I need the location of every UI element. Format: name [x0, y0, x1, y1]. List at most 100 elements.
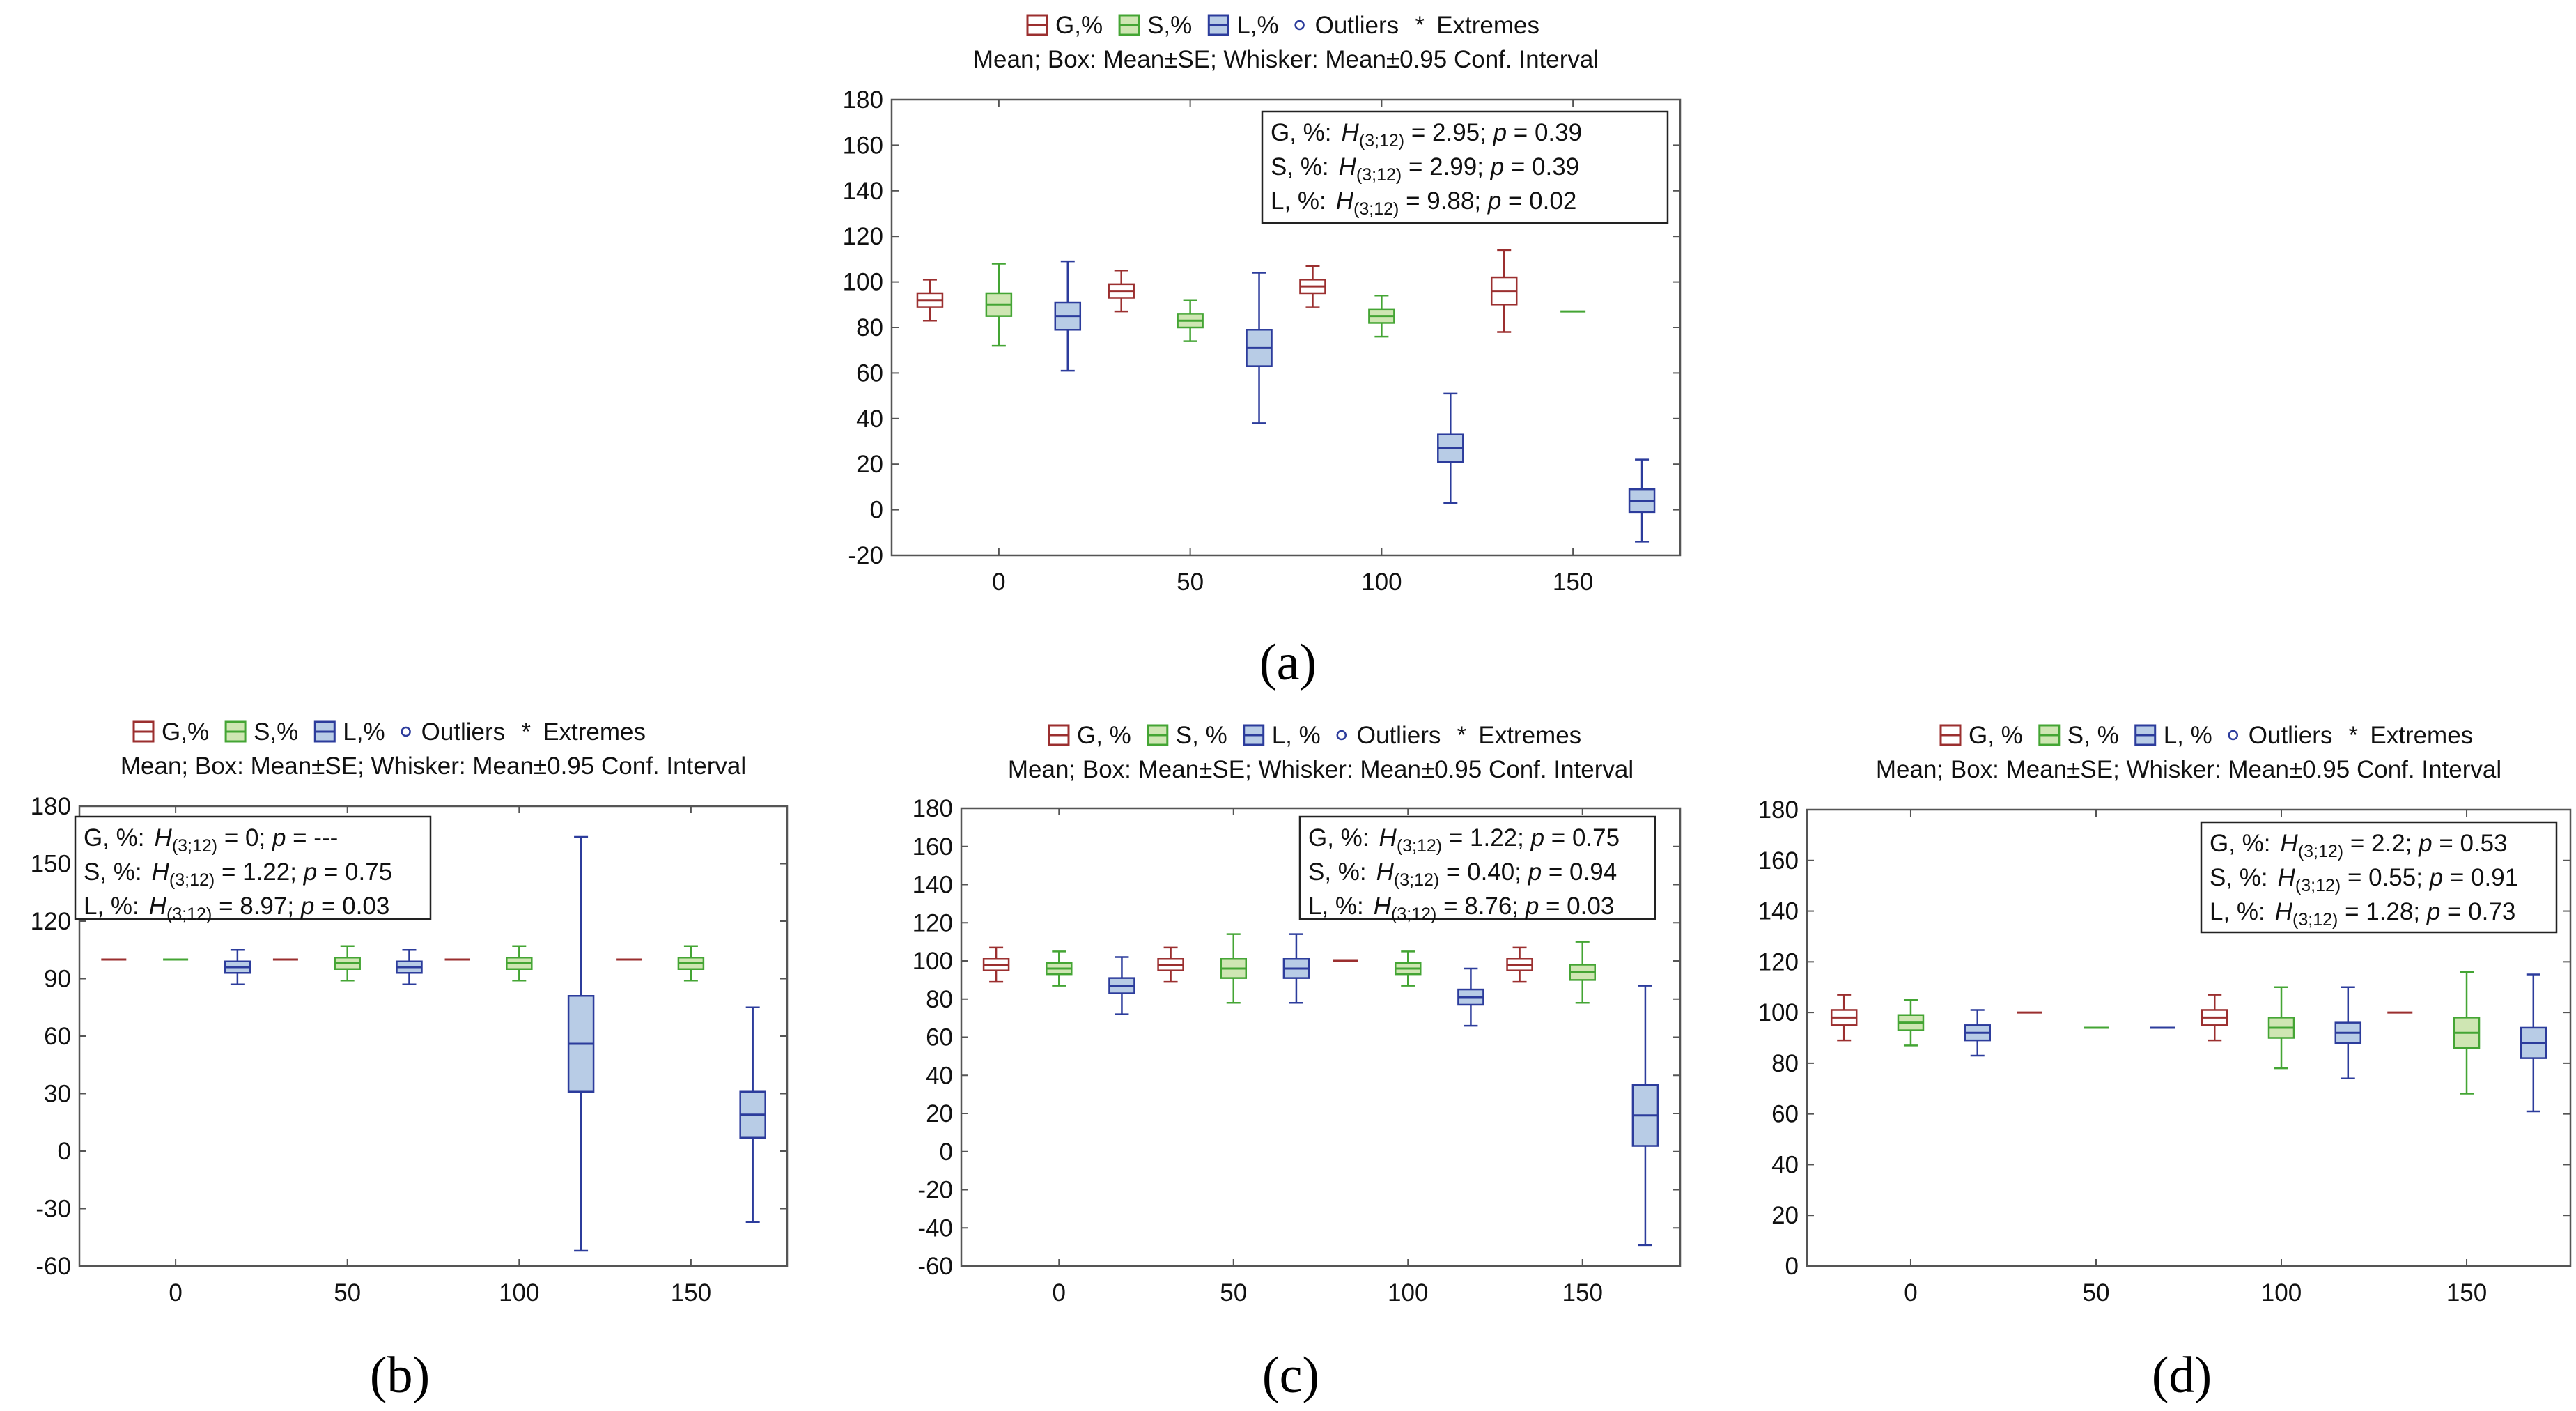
stats-line-2: L, %: H(3;12) = 9.88; p = 0.02 — [1271, 187, 1576, 219]
stats-pval: = 0.91 — [2443, 864, 2518, 891]
stats-hval: = 1.22; — [215, 858, 303, 886]
stats-p: p — [2418, 830, 2432, 857]
x-tick-label: 150 — [2446, 1279, 2487, 1306]
y-tick-label: -60 — [917, 1253, 953, 1280]
stats-box — [1261, 110, 1669, 224]
y-tick-label: 160 — [913, 833, 953, 861]
y-tick-label: 40 — [856, 406, 883, 433]
stats-h: H — [1379, 824, 1397, 851]
stats-var: L, %: — [1271, 187, 1326, 215]
stats-sub: (3;12) — [1359, 131, 1404, 151]
legend-extreme-marker: * — [1457, 722, 1467, 749]
y-tick-label: 180 — [31, 793, 71, 820]
y-tick-label: -20 — [848, 542, 883, 569]
stats-pval: = 0.39 — [1504, 153, 1579, 180]
stats-sub: (3;12) — [2292, 910, 2338, 930]
stats-line-0: G, %: H(3;12) = 0; p = --- — [84, 824, 338, 856]
y-tick-label: 120 — [1758, 948, 1799, 976]
y-tick-label: 20 — [926, 1100, 953, 1127]
legend-label-g: G,% — [1055, 12, 1103, 39]
legend-label-outliers: Outliers — [1315, 12, 1399, 39]
figure-label-d: (d) — [2152, 1347, 2212, 1404]
legend-extreme-marker: * — [1415, 12, 1425, 39]
y-tick-label: 180 — [913, 795, 953, 822]
stats-pval: = 0.03 — [314, 893, 389, 920]
chart-subtitle: Mean; Box: Mean±SE; Whisker: Mean±0.95 C… — [973, 46, 1599, 73]
x-tick-label: 150 — [671, 1279, 711, 1306]
x-tick-label: 150 — [1553, 569, 1593, 596]
x-tick-label: 100 — [2261, 1279, 2302, 1306]
stats-p: p — [2426, 898, 2440, 925]
stats-p: p — [1530, 824, 1544, 851]
x-tick-label: 50 — [1220, 1279, 1247, 1306]
stats-p: p — [272, 824, 286, 851]
plot-frame — [1806, 808, 2572, 1267]
stats-box — [1298, 815, 1656, 920]
legend-label-extremes: Extremes — [543, 718, 646, 746]
y-tick-label: 140 — [1758, 898, 1799, 925]
x-tick-label: 100 — [499, 1279, 539, 1306]
stats-line-0: G, %: H(3;12) = 2.95; p = 0.39 — [1271, 119, 1582, 151]
x-tick-label: 50 — [1177, 569, 1204, 596]
stats-var: G, %: — [84, 824, 145, 851]
stats-line-1: S, %: H(3;12) = 0.55; p = 0.91 — [2210, 864, 2518, 895]
stats-pval: = --- — [286, 824, 338, 851]
x-tick-label: 50 — [334, 1279, 361, 1306]
y-tick-label: 100 — [1758, 999, 1799, 1026]
stats-p: p — [1490, 153, 1504, 180]
legend-label-g: G, % — [1077, 722, 1131, 749]
legend-outlier-marker — [401, 726, 411, 737]
legend-label-l: L,% — [1236, 12, 1278, 39]
stats-box — [2200, 821, 2558, 934]
legend-label-outliers: Outliers — [1357, 722, 1441, 749]
stats-p: p — [1487, 187, 1501, 215]
stats-h: H — [1342, 119, 1360, 146]
y-tick-label: 100 — [913, 948, 953, 975]
y-tick-label: 80 — [856, 314, 883, 341]
stats-sub: (3;12) — [2295, 876, 2341, 895]
stats-h: H — [155, 824, 173, 851]
y-tick-label: 140 — [913, 872, 953, 899]
legend-label-g: G, % — [1969, 722, 2023, 749]
x-tick-label: 100 — [1388, 1279, 1428, 1306]
stats-sub: (3;12) — [172, 836, 217, 856]
stats-sub: (3;12) — [1391, 904, 1436, 924]
stats-sub: (3;12) — [1353, 199, 1399, 219]
stats-hval: = 8.76; — [1436, 893, 1525, 920]
y-tick-label: -20 — [917, 1177, 953, 1204]
y-tick-label: 60 — [1771, 1101, 1799, 1128]
stats-hval: = 2.2; — [2343, 830, 2419, 857]
stats-var: S, %: — [84, 858, 142, 886]
stats-var: S, %: — [1308, 858, 1367, 886]
panel-d: G, % S, % L, % Outliers * Extremes Mean; Box: … — [1758, 722, 2572, 1306]
legend-label-extremes: Extremes — [2370, 722, 2473, 749]
chart-subtitle: Mean; Box: Mean±SE; Whisker: Mean±0.95 C… — [1876, 756, 2501, 783]
stats-pval: = 0.53 — [2433, 830, 2508, 857]
stats-p: p — [1528, 858, 1542, 886]
chart-subtitle: Mean; Box: Mean±SE; Whisker: Mean±0.95 C… — [1008, 756, 1634, 783]
stats-hval: = 8.97; — [212, 893, 300, 920]
legend-label-l: L,% — [343, 718, 385, 746]
legend-label-l: L, % — [2164, 722, 2212, 749]
legend-label-s: S,% — [1147, 12, 1192, 39]
y-tick-label: 160 — [843, 132, 883, 159]
legend-label-extremes: Extremes — [1436, 12, 1539, 39]
stats-h: H — [2281, 830, 2299, 857]
legend-label-outliers: Outliers — [2249, 722, 2333, 749]
stats-var: L, %: — [1308, 893, 1364, 920]
stats-sub: (3;12) — [2298, 842, 2343, 861]
stats-var: S, %: — [2210, 864, 2268, 891]
y-tick-label: 30 — [44, 1081, 71, 1108]
y-tick-label: 80 — [1771, 1050, 1799, 1077]
stats-h: H — [1376, 858, 1395, 886]
figure-label-c: (c) — [1262, 1347, 1319, 1404]
stats-pval: = 0.39 — [1507, 119, 1582, 146]
x-tick-label: 0 — [992, 569, 1005, 596]
x-tick-label: 0 — [1904, 1279, 1917, 1306]
y-tick-label: 150 — [31, 851, 71, 878]
stats-hval: = 0.40; — [1439, 858, 1528, 886]
y-tick-label: 120 — [843, 223, 883, 250]
stats-hval: = 0; — [217, 824, 272, 851]
y-tick-label: 120 — [913, 909, 953, 936]
